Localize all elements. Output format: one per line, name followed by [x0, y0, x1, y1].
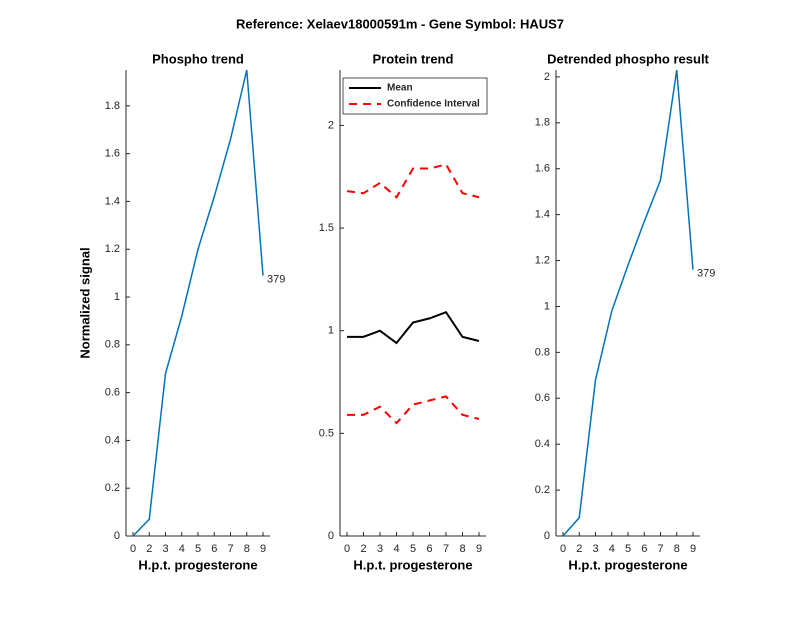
- x-tick-label: 8: [674, 543, 680, 555]
- x-tick-label: 0: [344, 543, 350, 555]
- y-tick-label: 1: [544, 300, 550, 312]
- y-tick-label: 0.2: [105, 482, 120, 494]
- y-tick-label: 1.5: [319, 222, 334, 234]
- x-tick-label: 4: [609, 543, 615, 555]
- axes-title: Protein trend: [373, 51, 454, 66]
- y-axis-label: Normalized signal: [77, 247, 92, 358]
- x-tick-label: 4: [393, 543, 399, 555]
- x-tick-label: 7: [227, 543, 233, 555]
- y-tick-label: 1.2: [535, 254, 550, 266]
- y-tick-label: 0.6: [105, 387, 120, 399]
- data-line: [346, 163, 480, 199]
- y-tick-label: 1.6: [535, 163, 550, 175]
- x-tick-label: 2: [146, 543, 152, 555]
- y-tick-label: 0.4: [535, 438, 550, 450]
- x-tick-label: 5: [195, 543, 201, 555]
- y-tick-label: 0: [544, 530, 550, 542]
- y-tick-label: 1.8: [535, 117, 550, 129]
- x-tick-label: 6: [426, 543, 432, 555]
- figure-title: Reference: Xelaev18000591m - Gene Symbol…: [236, 16, 564, 31]
- data-line: [562, 69, 694, 537]
- y-tick-label: 0: [328, 530, 334, 542]
- y-tick-label: 1: [114, 291, 120, 303]
- y-tick-label: 1.6: [105, 148, 120, 160]
- y-tick-label: 0: [114, 530, 120, 542]
- y-tick-label: 0.8: [535, 346, 550, 358]
- y-tick-label: 1: [328, 325, 334, 337]
- y-tick-label: 2: [328, 119, 334, 131]
- data-line-lower: [347, 395, 480, 425]
- x-tick-label: 3: [162, 543, 168, 555]
- y-tick-label: 0.8: [105, 339, 120, 351]
- x-tick-label: 6: [641, 543, 647, 555]
- y-tick-label: 0.5: [319, 427, 334, 439]
- x-tick-label: 6: [211, 543, 217, 555]
- y-tick-label: 1.8: [105, 100, 120, 112]
- x-tick-label: 2: [360, 543, 366, 555]
- legend-box: [342, 77, 488, 115]
- x-tick-label: 9: [476, 543, 482, 555]
- legend-label: Confidence Interval: [387, 99, 480, 110]
- data-line: [132, 69, 264, 537]
- legend-label: Mean: [387, 83, 413, 94]
- x-tick-label: 0: [560, 543, 566, 555]
- y-tick-label: 0.2: [535, 484, 550, 496]
- x-tick-label: 8: [459, 543, 465, 555]
- x-tick-label: 4: [179, 543, 185, 555]
- x-tick-label: 7: [657, 543, 663, 555]
- axes-title: Phospho trend: [152, 51, 244, 66]
- x-tick-label: 3: [592, 543, 598, 555]
- y-tick-label: 0.6: [535, 392, 550, 404]
- x-tick-label: 7: [443, 543, 449, 555]
- y-tick-label: 1.4: [105, 195, 120, 207]
- x-axis-label: H.p.t. progesterone: [568, 557, 687, 572]
- annotation: 379: [697, 268, 715, 280]
- x-tick-label: 9: [260, 543, 266, 555]
- x-tick-label: 5: [410, 543, 416, 555]
- y-tick-label: 1.2: [105, 243, 120, 255]
- x-tick-label: 9: [690, 543, 696, 555]
- x-tick-label: 8: [244, 543, 250, 555]
- x-axis-label: H.p.t. progesterone: [353, 557, 472, 572]
- x-tick-label: 3: [377, 543, 383, 555]
- y-tick-label: 1.4: [535, 209, 550, 221]
- x-axis-label: H.p.t. progesterone: [138, 557, 257, 572]
- y-tick-label: 0.4: [105, 434, 120, 446]
- x-tick-label: 0: [130, 543, 136, 555]
- axes-title: Detrended phospho result: [547, 51, 709, 66]
- x-tick-label: 5: [625, 543, 631, 555]
- annotation: 379: [267, 273, 285, 285]
- x-tick-label: 2: [576, 543, 582, 555]
- y-tick-label: 2: [544, 71, 550, 83]
- data-line: [347, 311, 480, 345]
